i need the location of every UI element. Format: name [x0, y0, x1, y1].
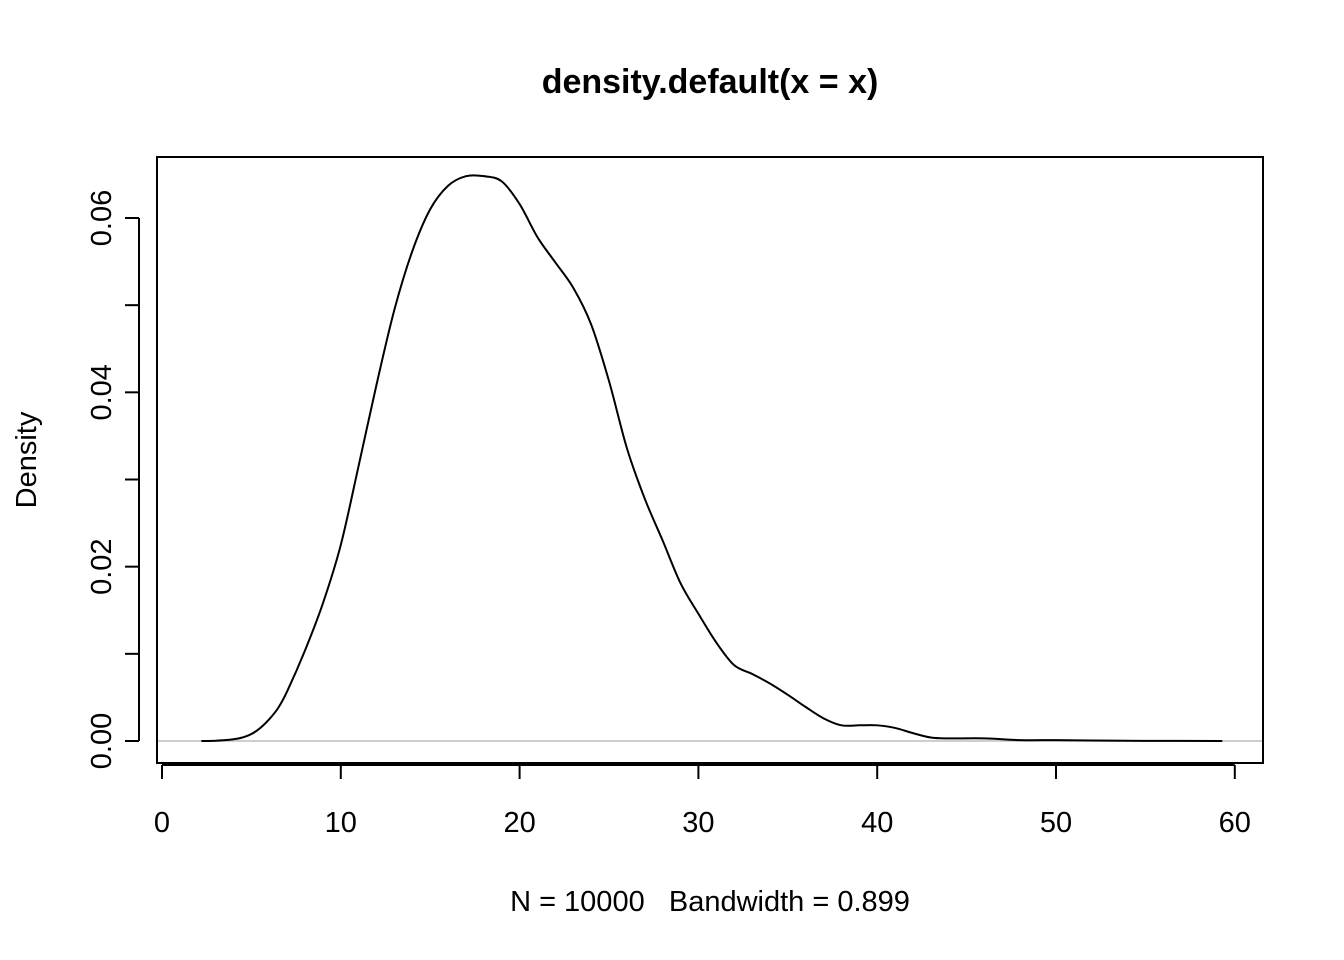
x-axis-label: N = 10000 Bandwidth = 0.899 — [510, 886, 910, 918]
y-axis-label: Density — [11, 411, 43, 508]
x-tick-label: 20 — [503, 807, 535, 839]
x-tick-label: 0 — [154, 807, 170, 839]
x-axis: 0 10 20 30 40 50 60 — [154, 764, 1251, 839]
density-curve — [201, 174, 1223, 742]
x-tick-label: 60 — [1219, 807, 1251, 839]
y-axis: 0.00 0.02 0.04 0.06 — [86, 190, 140, 769]
y-tick-label: 0.02 — [86, 538, 118, 594]
x-tick-label: 10 — [325, 807, 357, 839]
chart-title: density.default(x = x) — [542, 63, 879, 101]
y-tick-label: 0.04 — [86, 364, 118, 420]
x-tick-label: 40 — [861, 807, 893, 839]
y-tick-label: 0.06 — [86, 190, 118, 246]
y-tick-label: 0.00 — [86, 713, 118, 769]
x-tick-label: 50 — [1040, 807, 1072, 839]
x-tick-label: 30 — [682, 807, 714, 839]
plot-frame — [156, 156, 1264, 764]
